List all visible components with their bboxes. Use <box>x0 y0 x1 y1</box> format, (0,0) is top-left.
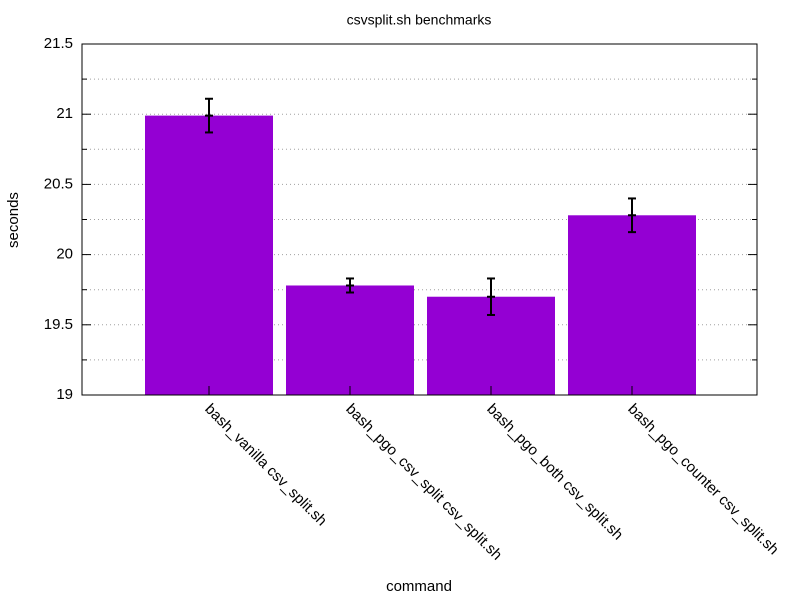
y-tick-label: 19 <box>56 386 73 403</box>
x-axis-label: command <box>386 578 452 595</box>
y-tick-label: 19.5 <box>44 316 73 333</box>
x-tick-label: bash_pgo_csv_split csv_split.sh <box>342 401 505 564</box>
point-marker <box>487 292 495 301</box>
y-tick-label: 21.5 <box>44 35 73 52</box>
y-axis-label: seconds <box>5 192 22 248</box>
y-tick-label: 21 <box>56 105 73 122</box>
y-tick-label: 20.5 <box>44 175 73 192</box>
chart-title: csvsplit.sh benchmarks <box>347 12 492 28</box>
x-tick-label: bash_vanilla csv_split.sh <box>201 401 330 530</box>
point-marker <box>205 111 213 120</box>
bar <box>145 115 273 395</box>
bar <box>568 215 696 395</box>
point-marker <box>628 211 636 220</box>
bar <box>286 285 414 395</box>
y-tick-label: 20 <box>56 246 73 263</box>
plot-border <box>81 43 758 396</box>
point-marker <box>346 281 354 290</box>
x-tick-label: bash_pgo_counter csv_split.sh <box>624 401 782 559</box>
x-tick-label: bash_pgo_both csv_split.sh <box>483 401 626 544</box>
